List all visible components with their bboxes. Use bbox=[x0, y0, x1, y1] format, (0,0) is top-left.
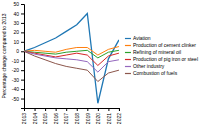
x-tick-label: 2016 bbox=[53, 113, 59, 124]
y-tick: -20 bbox=[12, 67, 24, 73]
x-tick: 2017 bbox=[63, 108, 69, 124]
y-tick-mark bbox=[21, 51, 24, 52]
legend-item: Other industry bbox=[125, 63, 165, 69]
x-tick-mark bbox=[119, 108, 120, 111]
y-tick-label: -10 bbox=[12, 58, 19, 64]
legend-item: Production of cement clinker bbox=[125, 42, 196, 48]
x-tick: 2020 bbox=[95, 108, 101, 124]
legend-label: Refining of mineral oil bbox=[133, 49, 181, 55]
axis-line bbox=[21, 5, 25, 109]
x-tick: 2022 bbox=[116, 108, 122, 124]
legend-item: Refining of mineral oil bbox=[125, 49, 181, 55]
y-tick-label: -40 bbox=[12, 86, 19, 92]
y-tick-label: -50 bbox=[12, 96, 19, 102]
legend-item: Production of pig iron or steel bbox=[125, 56, 198, 62]
plot: 2013 2014 2015 2016 2017 2018 2019 2020 2021 2022… bbox=[12, 1, 122, 124]
y-tick-mark bbox=[21, 80, 24, 81]
y-tick-label: -30 bbox=[12, 77, 19, 83]
x-tick-label: 2013 bbox=[21, 113, 27, 124]
y-tick: -40 bbox=[12, 86, 24, 92]
x-tick-label: 2014 bbox=[32, 113, 38, 124]
legend: AviationProduction of cement clinkerRefi… bbox=[125, 35, 198, 76]
legend-label: Aviation bbox=[133, 35, 151, 41]
chart: AviationProduction of cement clinkerRefi… bbox=[0, 0, 200, 126]
x-axis: 2013 2014 2015 2016 2017 2018 2019 2020 2021 2022 bbox=[21, 108, 122, 124]
x-tick-label: 2020 bbox=[95, 113, 101, 124]
y-tick: -10 bbox=[12, 58, 24, 64]
legend-swatch bbox=[125, 45, 131, 46]
y-tick-mark bbox=[21, 4, 24, 5]
series-line bbox=[24, 13, 119, 103]
y-tick: 0 bbox=[16, 48, 24, 54]
y-tick-label: 20 bbox=[13, 29, 19, 35]
x-tick-mark bbox=[87, 108, 88, 111]
series-line bbox=[24, 51, 119, 81]
x-tick: 2019 bbox=[85, 108, 91, 124]
y-tick-mark bbox=[21, 89, 24, 90]
x-tick: 2018 bbox=[74, 108, 80, 124]
y-tick: 10 bbox=[13, 39, 24, 45]
legend-label: Other industry bbox=[133, 63, 165, 69]
x-tick-mark bbox=[77, 108, 78, 111]
y-tick: 20 bbox=[13, 29, 24, 35]
y-tick: -50 bbox=[12, 96, 24, 102]
legend-label: Production of cement clinker bbox=[133, 42, 196, 48]
legend-swatch bbox=[125, 59, 131, 60]
y-tick: 30 bbox=[13, 20, 24, 26]
x-tick: 2015 bbox=[42, 108, 48, 124]
x-tick-label: 2021 bbox=[106, 113, 112, 124]
legend-swatch bbox=[125, 38, 131, 39]
x-tick-mark bbox=[108, 108, 109, 111]
y-tick-mark bbox=[21, 42, 24, 43]
y-tick: -30 bbox=[12, 77, 24, 83]
y-tick-label: 50 bbox=[13, 1, 19, 7]
y-tick-mark bbox=[21, 32, 24, 33]
legend-swatch bbox=[125, 66, 131, 67]
legend-item: Combustion of fuels bbox=[125, 70, 178, 76]
y-tick-label: 0 bbox=[16, 48, 19, 54]
x-tick-label: 2022 bbox=[116, 113, 122, 124]
x-tick-mark bbox=[66, 108, 67, 111]
x-tick-mark bbox=[35, 108, 36, 111]
axis-line bbox=[25, 109, 120, 112]
y-tick-label: 40 bbox=[13, 11, 19, 17]
y-tick-label: -20 bbox=[12, 67, 19, 73]
x-tick-label: 2017 bbox=[63, 113, 69, 124]
y-tick-label: 30 bbox=[13, 20, 19, 26]
y-tick-mark bbox=[21, 99, 24, 100]
y-tick-mark bbox=[21, 23, 24, 24]
y-tick-mark bbox=[21, 70, 24, 71]
y-tick: 50 bbox=[13, 1, 24, 7]
x-tick-label: 2018 bbox=[74, 113, 80, 124]
legend-swatch bbox=[125, 52, 131, 53]
y-axis-title: Percentage change compared to 2013 bbox=[1, 13, 7, 98]
y-tick-label: 10 bbox=[13, 39, 19, 45]
legend-label: Production of pig iron or steel bbox=[133, 56, 198, 62]
y-tick-mark bbox=[21, 61, 24, 62]
y-tick: 40 bbox=[13, 11, 24, 17]
y-axis: -50 -40 -30 -20 -10 0 10 20 30 40 50 bbox=[12, 1, 25, 108]
x-tick: 2014 bbox=[32, 108, 38, 124]
x-tick-label: 2019 bbox=[85, 113, 91, 124]
x-tick: 2013 bbox=[21, 108, 27, 124]
x-tick: 2016 bbox=[53, 108, 59, 124]
x-tick-mark bbox=[56, 108, 57, 111]
legend-swatch bbox=[125, 73, 131, 74]
x-tick: 2021 bbox=[106, 108, 112, 124]
x-tick-mark bbox=[98, 108, 99, 111]
legend-item: Aviation bbox=[125, 35, 151, 41]
series-line bbox=[24, 51, 119, 72]
x-tick-mark bbox=[45, 108, 46, 111]
lines bbox=[24, 13, 119, 103]
series-line bbox=[24, 51, 119, 65]
legend-label: Combustion of fuels bbox=[133, 70, 178, 76]
x-tick-label: 2015 bbox=[42, 113, 48, 124]
y-tick-mark bbox=[21, 13, 24, 14]
